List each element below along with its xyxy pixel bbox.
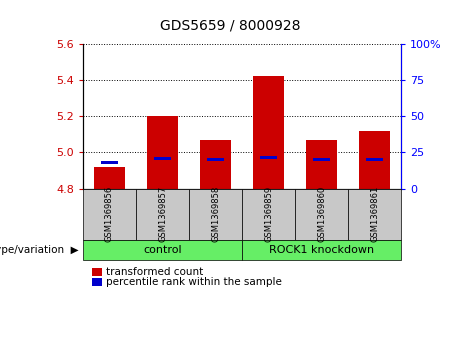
Bar [253,76,284,189]
Text: GDS5659 / 8000928: GDS5659 / 8000928 [160,19,301,32]
Bar [359,131,390,189]
Bar [147,116,178,189]
Text: GSM1369861: GSM1369861 [370,186,379,242]
Text: GSM1369860: GSM1369860 [317,186,326,242]
Text: transformed count: transformed count [106,267,203,277]
Bar [200,140,231,189]
Bar [306,140,337,189]
Text: GSM1369859: GSM1369859 [264,186,273,242]
Text: GSM1369858: GSM1369858 [211,186,220,242]
Bar [260,156,277,159]
Text: ROCK1 knockdown: ROCK1 knockdown [269,245,374,254]
Bar [94,167,125,189]
Text: GSM1369857: GSM1369857 [158,186,167,242]
Bar [313,158,330,162]
Text: control: control [143,245,182,254]
Text: GSM1369856: GSM1369856 [105,186,114,242]
Text: percentile rank within the sample: percentile rank within the sample [106,277,282,287]
Bar [207,158,224,162]
Bar [101,161,118,164]
Bar [366,158,383,162]
Bar [154,157,171,160]
Text: genotype/variation  ▶: genotype/variation ▶ [0,245,78,254]
